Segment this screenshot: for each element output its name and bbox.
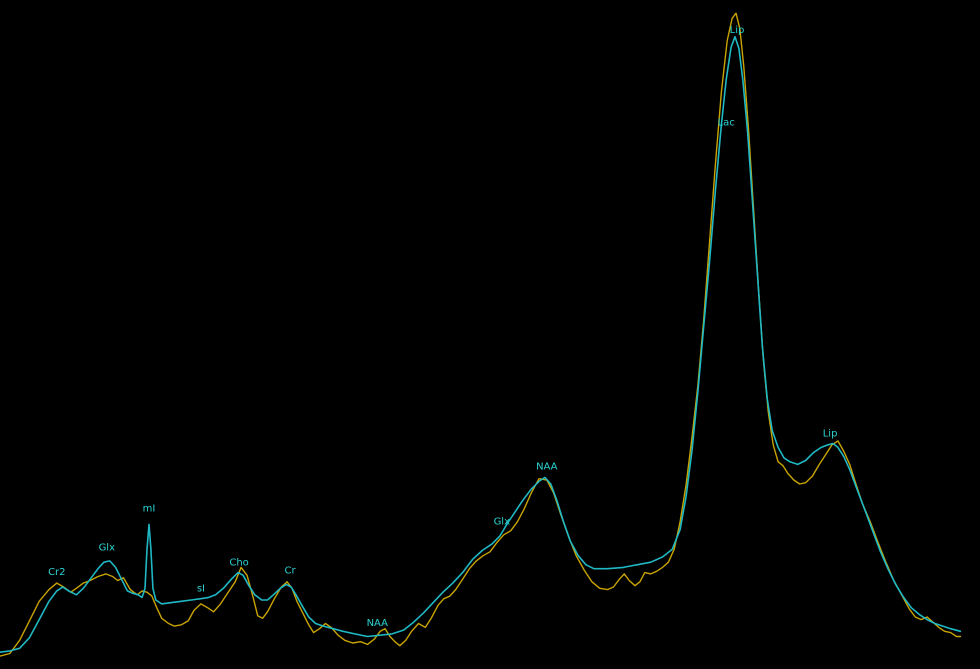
peak-label-cr: Cr xyxy=(285,565,297,576)
peak-label-naa: NAA xyxy=(367,618,389,629)
peak-label-glx: Glx xyxy=(99,543,116,554)
peak-label-glx: Glx xyxy=(494,516,511,527)
fit-spectrum-line xyxy=(0,35,962,653)
peak-label-lip: Lip xyxy=(730,25,745,36)
peak-label-naa: NAA xyxy=(536,462,558,473)
peak-label-lac: Lac xyxy=(718,117,735,128)
peak-label-layer: Cr2 Glx mI sI Cho Cr NAA Glx NAA Lac Lip Lip xyxy=(48,25,837,629)
series-layer xyxy=(0,12,962,657)
peak-label-cho: Cho xyxy=(229,558,248,569)
peak-label-si: sI xyxy=(197,584,205,595)
measured-spectrum-line xyxy=(0,12,962,657)
peak-label-mi: mI xyxy=(143,503,156,514)
peak-label-cr2: Cr2 xyxy=(48,567,65,578)
peak-label-lip: Lip xyxy=(823,428,838,439)
